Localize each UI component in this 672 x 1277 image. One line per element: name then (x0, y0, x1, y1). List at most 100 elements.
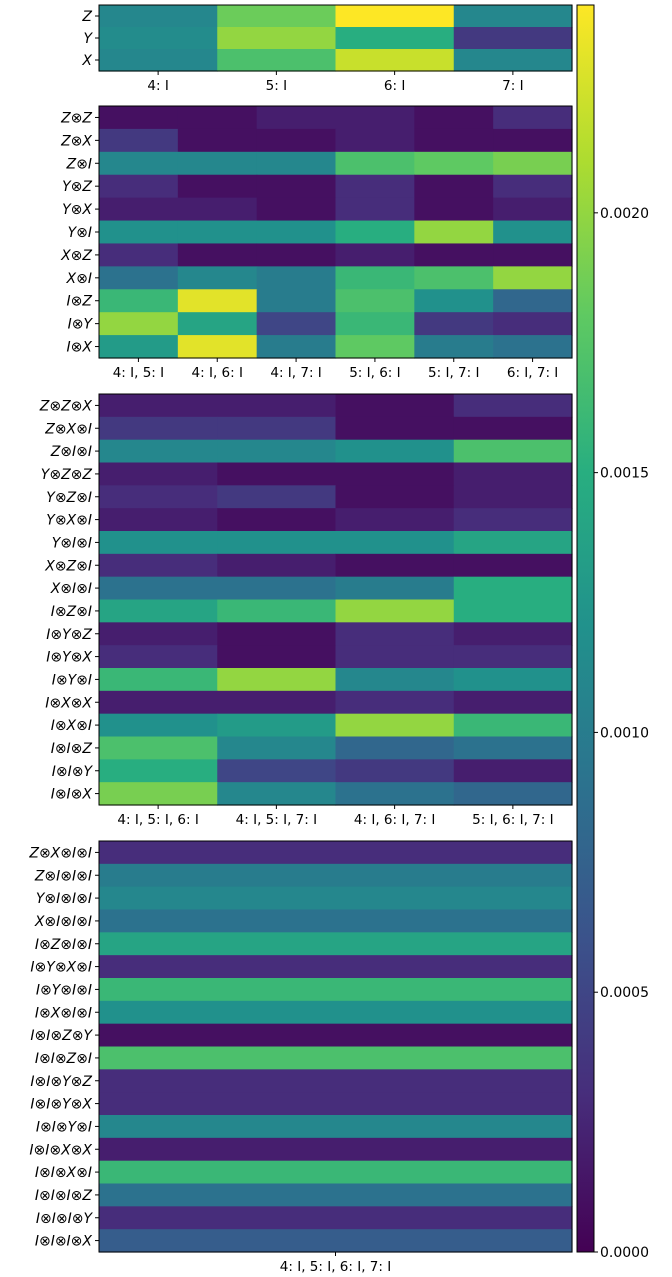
heatmap-cell (453, 713, 573, 738)
heatmap-cell (414, 289, 494, 313)
col-label: 4: I (147, 78, 168, 94)
panel-frame (98, 393, 573, 806)
heatmap-cell (217, 553, 337, 578)
heatmap-cell (99, 106, 179, 130)
heatmap-cell (99, 416, 218, 441)
heatmap-cell (99, 49, 218, 72)
heatmap-cell (177, 243, 258, 267)
heatmap-cell (99, 759, 218, 783)
colorbar-tick-label: 0.0000 (600, 1245, 649, 1261)
heatmap-cell (335, 553, 455, 578)
heatmap-cell (335, 416, 455, 441)
heatmap-cell (99, 1023, 573, 1048)
heatmap-cell (217, 485, 337, 509)
heatmap-cell (335, 174, 415, 199)
heatmap-cell (453, 439, 573, 464)
heatmap-cell (99, 462, 218, 486)
heatmap-cell (217, 713, 337, 738)
heatmap-cell (414, 312, 494, 336)
heatmap-cell (99, 289, 179, 313)
row-label: Y⊗I⊗I⊗I (36, 891, 92, 907)
heatmap-cell (493, 106, 573, 130)
row-label: Y⊗I (68, 225, 92, 241)
row-label: I⊗Y⊗I (52, 672, 92, 688)
row-label: Y⊗Z (62, 179, 92, 195)
heatmap-cell (414, 174, 494, 199)
heatmap-cell (99, 243, 179, 267)
heatmap-cell (453, 49, 573, 72)
col-label: 4: I, 5: I (113, 365, 164, 381)
col-label: 4: I, 5: I, 6: I, 7: I (280, 1259, 391, 1275)
row-label: I⊗I⊗I⊗X (35, 1234, 93, 1250)
heatmap-cell (335, 713, 455, 738)
heatmap-cell (414, 335, 494, 359)
row-label: I⊗Y⊗Z (46, 627, 92, 643)
heatmap-cell (256, 197, 337, 222)
colorbar-tick-label: 0.0015 (600, 466, 649, 482)
panel-frame (98, 840, 573, 1253)
heatmap-cell (256, 151, 337, 176)
col-label: 4: I, 7: I (270, 365, 321, 381)
heatmap-cell (99, 1069, 573, 1093)
heatmap-cell (256, 266, 337, 290)
heatmap-cell (453, 394, 573, 418)
col-label: 4: I, 6: I (192, 365, 243, 381)
heatmap-cell (335, 690, 455, 715)
heatmap-cell (217, 759, 337, 783)
heatmap-cell (335, 599, 455, 623)
heatmap-cell (99, 1115, 573, 1139)
heatmap-cell (99, 599, 218, 623)
heatmap-cell (177, 151, 258, 176)
row-label: Y⊗X⊗I (46, 513, 92, 529)
heatmap-cell (99, 932, 573, 956)
heatmap-cell (217, 531, 337, 555)
heatmap-cell (335, 220, 415, 245)
heatmap-cell (217, 736, 337, 760)
row-label: I⊗Z (67, 294, 93, 310)
row-label: I⊗Y⊗X⊗I (30, 960, 92, 976)
row-label: Y (83, 31, 93, 47)
heatmap-panels: ZYX 4: I 5: I 6: I 7: I Z⊗Z Z⊗X Z⊗I Y⊗Z Y⊗X Y⊗I X⊗Z… (28, 4, 573, 1275)
heatmap-cell (493, 243, 573, 267)
heatmap-cell (99, 531, 218, 555)
heatmap-cell (335, 736, 455, 760)
heatmap-cell (99, 955, 573, 979)
col-label: 4: I, 5: I, 7: I (236, 812, 317, 828)
heatmap-cell (453, 645, 573, 669)
heatmap-cell (335, 485, 455, 509)
row-label: X⊗I⊗I (50, 581, 92, 597)
heatmap-cell (335, 128, 415, 153)
heatmap-cell (99, 174, 179, 199)
row-label: Y⊗Z⊗Z (41, 467, 93, 483)
heatmap-cell (453, 782, 573, 806)
heatmap-cell (493, 151, 573, 176)
heatmap-cell (217, 508, 337, 532)
heatmap-cell (335, 531, 455, 555)
heatmap-cell (493, 197, 573, 222)
heatmap-cell (453, 668, 573, 692)
row-label: I⊗X (67, 340, 93, 356)
heatmap-cell (99, 736, 218, 760)
col-label: 5: I, 6: I (349, 365, 400, 381)
heatmap-cell (256, 220, 337, 245)
row-label: X⊗I (66, 271, 92, 287)
row-label: I⊗I⊗Y⊗X (30, 1097, 92, 1113)
heatmap-cell (99, 782, 218, 806)
col-label: 5: I, 7: I (428, 365, 479, 381)
row-label: Y⊗X (62, 202, 92, 218)
heatmap-cell (335, 106, 415, 130)
heatmap-cell (99, 841, 573, 865)
heatmap-cell (99, 713, 218, 738)
heatmap-cell (335, 394, 455, 418)
row-label: Z⊗X (60, 133, 92, 149)
heatmap-cell (217, 5, 337, 28)
heatmap-cell (217, 668, 337, 692)
heatmap-cell (453, 736, 573, 760)
heatmap-cell (414, 266, 494, 290)
heatmap-cell (335, 312, 415, 336)
row-label: Z⊗Z⊗X (39, 398, 93, 414)
row-label: I⊗Y⊗X (46, 650, 92, 666)
heatmap-cell (335, 335, 415, 359)
colorbar-tick-label: 0.0020 (600, 206, 649, 222)
heatmap-cell (335, 49, 455, 72)
